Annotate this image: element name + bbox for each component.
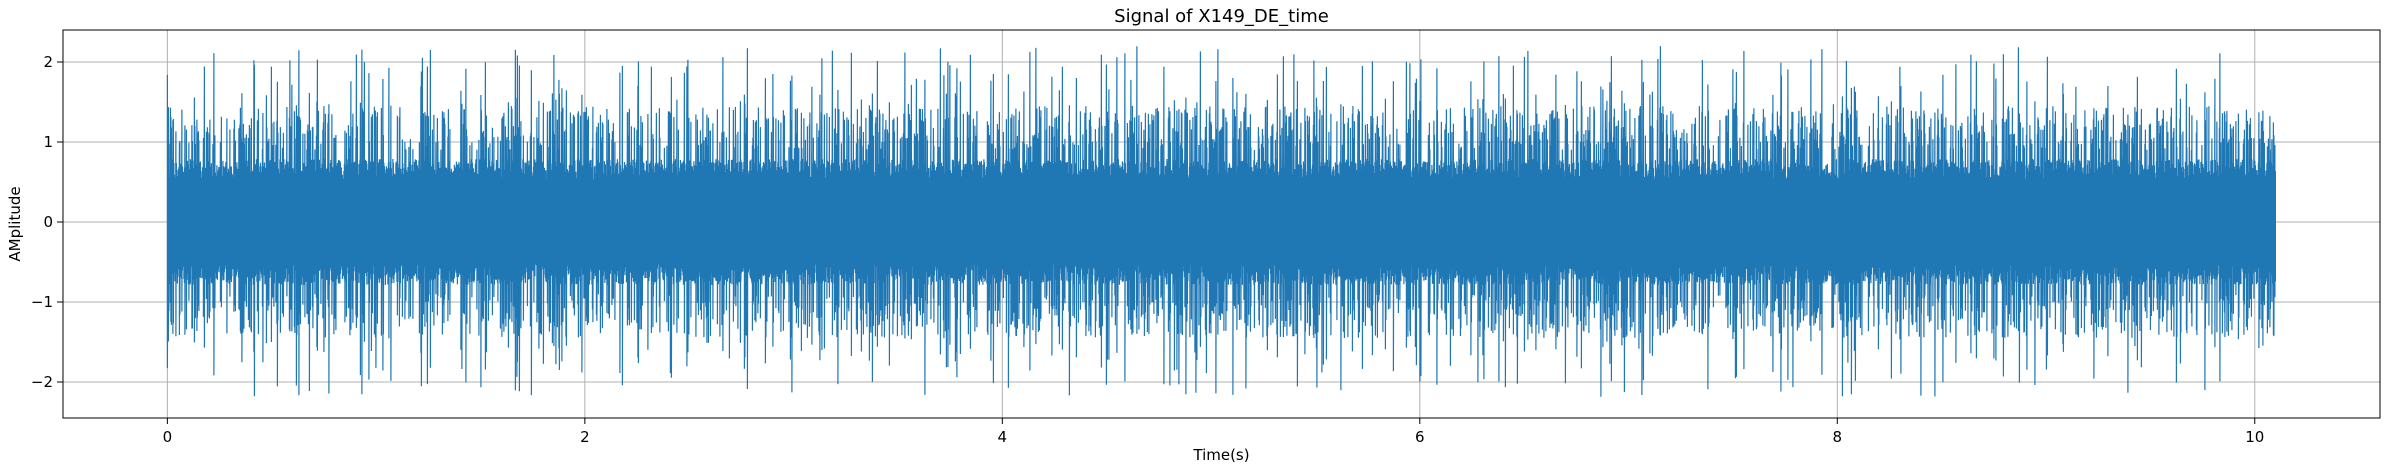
- x-tick-label-2: 4: [998, 428, 1008, 446]
- signal-series: [166, 46, 2276, 397]
- x-tick-label-3: 6: [1415, 428, 1425, 446]
- x-tick-label-0: 0: [163, 428, 173, 446]
- y-tick-label-1: −1: [31, 293, 53, 311]
- chart-title: Signal of X149_DE_time: [1114, 6, 1329, 27]
- signal-line: [166, 46, 2276, 397]
- y-axis-label: AMplitude: [6, 186, 24, 261]
- x-tick-label-4: 8: [1833, 428, 1843, 446]
- y-tick-label-3: 1: [43, 133, 53, 151]
- x-axis-label: Time(s): [1192, 446, 1249, 464]
- y-axis-ticks: −2 −1 0 1 2: [31, 53, 63, 391]
- x-axis-ticks: 0 2 4 6 8 10: [163, 418, 2264, 446]
- y-tick-label-0: −2: [31, 373, 53, 391]
- x-tick-label-5: 10: [2245, 428, 2264, 446]
- plot-frame: [62, 29, 2381, 419]
- y-tick-label-2: 0: [43, 213, 53, 231]
- x-tick-label-1: 2: [580, 428, 590, 446]
- y-tick-label-4: 2: [43, 53, 53, 71]
